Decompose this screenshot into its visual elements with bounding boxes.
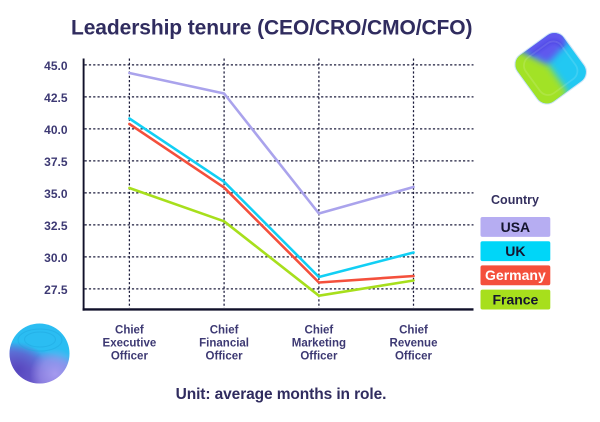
svg-text:Officer: Officer — [111, 351, 149, 363]
svg-text:Officer: Officer — [300, 351, 338, 363]
svg-text:Germany: Germany — [485, 267, 546, 283]
svg-text:Marketing: Marketing — [292, 338, 346, 350]
svg-text:45.0: 45.0 — [44, 59, 68, 73]
svg-text:USA: USA — [501, 219, 531, 235]
svg-text:France: France — [492, 291, 538, 307]
svg-text:Chief: Chief — [115, 325, 144, 337]
svg-text:37.5: 37.5 — [44, 155, 68, 169]
svg-text:30.0: 30.0 — [44, 251, 68, 265]
svg-text:40.0: 40.0 — [44, 123, 68, 137]
svg-text:Unit: average months in role.: Unit: average months in role. — [176, 386, 387, 403]
svg-text:Officer: Officer — [395, 351, 433, 363]
svg-text:27.5: 27.5 — [44, 283, 68, 297]
svg-text:42.5: 42.5 — [44, 91, 68, 105]
svg-text:Country: Country — [491, 193, 539, 207]
svg-text:Chief: Chief — [210, 325, 239, 337]
svg-text:Chief: Chief — [399, 325, 428, 337]
svg-text:32.5: 32.5 — [44, 219, 68, 233]
svg-text:Executive: Executive — [103, 338, 157, 350]
svg-text:35.0: 35.0 — [44, 187, 68, 201]
svg-text:Leadership tenure (CEO/CRO/CMO: Leadership tenure (CEO/CRO/CMO/CFO) — [71, 16, 472, 39]
svg-text:Chief: Chief — [305, 325, 334, 337]
svg-text:Revenue: Revenue — [390, 338, 438, 350]
svg-text:Officer: Officer — [206, 351, 244, 363]
svg-text:UK: UK — [505, 243, 525, 259]
svg-text:Financial: Financial — [199, 338, 249, 350]
